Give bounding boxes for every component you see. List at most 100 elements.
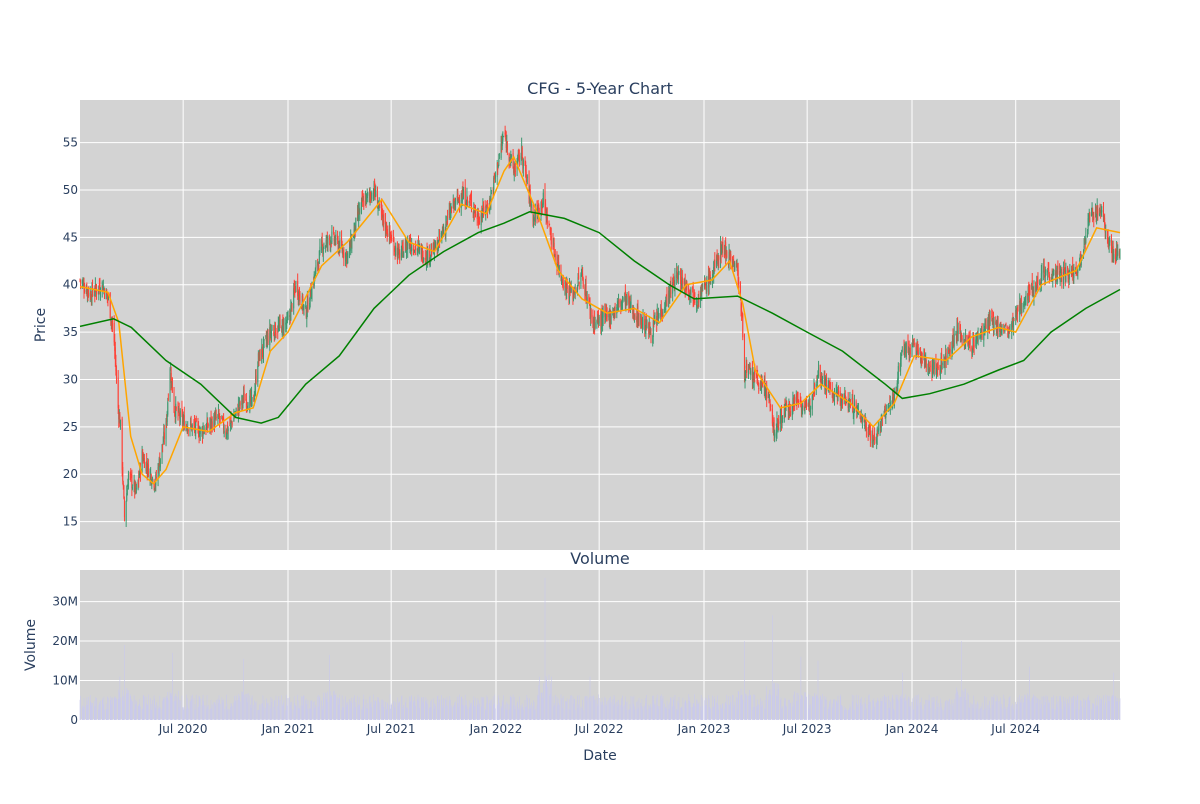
volume-bar [835, 700, 837, 720]
volume-bar [842, 706, 843, 720]
candle-body [771, 408, 773, 424]
candle-body [1068, 270, 1070, 280]
candle-body [287, 318, 289, 319]
volume-bar [565, 701, 567, 720]
candle-body [419, 246, 421, 250]
candle-body [262, 340, 264, 356]
candle-body [670, 283, 672, 294]
candle-body [1035, 283, 1037, 292]
volume-bar [123, 695, 125, 720]
candle-body [96, 289, 98, 294]
candle-body [784, 404, 786, 417]
volume-bar [1053, 708, 1055, 720]
volume-bar [1117, 697, 1119, 720]
candle-body [405, 240, 407, 251]
candle-body [913, 342, 915, 346]
volume-bar [239, 695, 240, 720]
candle-body [953, 342, 955, 346]
volume-bar [1061, 701, 1062, 720]
volume-bar [605, 705, 607, 720]
candle-body [618, 299, 620, 304]
volume-bar [377, 700, 379, 720]
candle-body [763, 380, 765, 391]
candle-body [1060, 273, 1062, 275]
volume-bar [365, 699, 367, 720]
candle-body [574, 290, 576, 295]
volume-bar [932, 696, 934, 720]
candle-body [325, 245, 327, 249]
volume-bar [550, 676, 552, 720]
volume-bar [245, 694, 247, 720]
candle-body [735, 261, 737, 266]
volume-bar [1048, 700, 1050, 720]
volume-bar [569, 699, 570, 720]
volume-bar [905, 694, 907, 720]
volume-bar [694, 694, 695, 720]
volume-bar [1040, 708, 1042, 720]
volume-bar [913, 696, 915, 720]
candle-body [82, 281, 84, 286]
volume-bar [103, 704, 104, 720]
volume-bar [369, 697, 370, 720]
volume-bar [458, 706, 459, 720]
candle-body [733, 262, 735, 271]
volume-bar [972, 707, 974, 720]
volume-bar [987, 705, 989, 720]
candle-body [900, 356, 902, 371]
volume-bar [764, 708, 765, 720]
candle-body [947, 347, 949, 363]
candle-body [811, 395, 813, 410]
volume-bar [461, 696, 463, 720]
candle-body [149, 471, 151, 478]
candle-body [239, 402, 241, 406]
candle-body [217, 410, 219, 416]
volume-bar [716, 703, 718, 720]
volume-bar [370, 701, 372, 720]
candle-body [756, 372, 758, 380]
candle-body [987, 320, 989, 329]
candle-body [302, 304, 304, 308]
candle-body [466, 195, 468, 202]
volume-bar [712, 706, 714, 720]
candle-body [451, 209, 453, 211]
volume-bar [853, 695, 855, 720]
candle-body [717, 258, 719, 268]
volume-bar [557, 698, 559, 720]
candle-body [932, 363, 934, 366]
candle-body [765, 386, 767, 393]
volume-bar [689, 696, 691, 720]
candle-body [229, 424, 231, 426]
volume-bar [186, 706, 188, 720]
volume-bar [176, 695, 177, 720]
candle-body [905, 342, 907, 357]
volume-bar [417, 694, 419, 720]
volume-bar [769, 690, 770, 720]
candle-body [123, 485, 125, 499]
candle-body [634, 314, 636, 320]
volume-bar [108, 697, 109, 720]
candle-body [877, 428, 879, 432]
candle-body [408, 241, 410, 246]
candle-body [345, 253, 347, 262]
volume-bar [838, 699, 839, 720]
candle-body [774, 433, 776, 438]
candle-body [179, 410, 181, 423]
candle-body [93, 294, 95, 296]
volume-bar [1104, 702, 1106, 720]
candle-body [717, 256, 719, 264]
volume-bar [1065, 703, 1067, 720]
candle-body [1115, 258, 1117, 261]
volume-bar [310, 708, 312, 720]
candle-body [857, 408, 859, 410]
candle-body [604, 314, 606, 320]
candle-body [514, 170, 516, 172]
volume-bar [353, 697, 354, 720]
volume-bar [729, 696, 731, 720]
volume-bar [823, 696, 825, 720]
volume-bar [285, 710, 287, 720]
volume-bar [162, 697, 164, 720]
volume-bar [697, 703, 699, 720]
volume-bar [446, 705, 447, 720]
candle-body [445, 221, 447, 225]
volume-bar [434, 703, 436, 720]
